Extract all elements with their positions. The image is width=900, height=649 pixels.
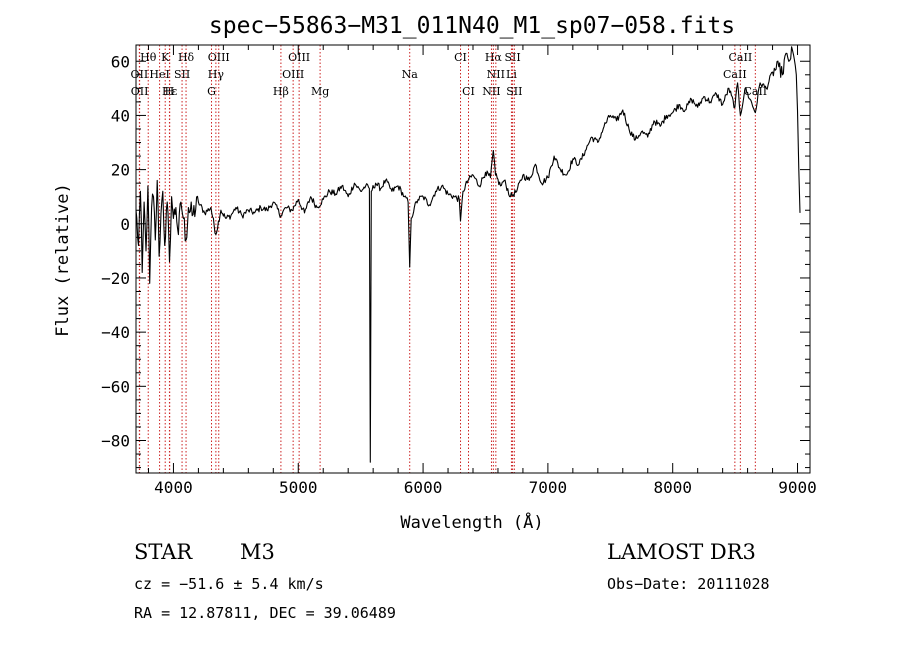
- marker-label-14: Na: [402, 68, 419, 81]
- marker-label-22: Hβ: [273, 85, 289, 98]
- marker-label-3: OIII: [208, 51, 230, 64]
- series-layer: [135, 46, 801, 463]
- marker-label-6: Hα: [485, 51, 503, 64]
- y-tick-label-40: 40: [111, 106, 130, 125]
- marker-label-25: NII: [482, 85, 500, 98]
- redshift-velocity: cz = −51.6 ± 5.4 km/s: [134, 575, 324, 593]
- y-tick-label-0: 0: [120, 215, 130, 234]
- y-tick-label-−40: −40: [101, 323, 130, 342]
- marker-label-1: K: [161, 51, 170, 64]
- marker-label-13: OIII: [282, 68, 304, 81]
- marker-label-27: CaII: [743, 85, 767, 98]
- plot-frame: [135, 44, 811, 474]
- marker-label-4: OIII: [288, 51, 310, 64]
- marker-label-16: Li: [506, 68, 517, 81]
- marker-label-7: SII: [504, 51, 520, 64]
- x-tick-label-7000: 7000: [529, 478, 568, 497]
- axes: 4000 5000 6000 7000 8000 9000 −80 −60 −40 −20 0 20 4…: [101, 44, 817, 497]
- marker-label-11: SII: [174, 68, 190, 81]
- marker-label-8: CaII: [729, 51, 753, 64]
- marker-label-0: Hθ: [140, 51, 157, 64]
- chart-title: spec−55863−M31_011N40_M1_sp07−058.fits: [209, 13, 735, 39]
- marker-label-20: H: [165, 85, 175, 98]
- marker-label-23: Mg: [311, 85, 329, 98]
- observation-date: Obs−Date: 20111028: [607, 575, 770, 593]
- x-tick-label-6000: 6000: [404, 478, 443, 497]
- x-axis-label: Wavelength (Å): [400, 511, 543, 533]
- survey-name: LAMOST DR3: [607, 540, 756, 564]
- marker-label-10: HeI: [149, 68, 169, 81]
- x-tick-label-8000: 8000: [653, 478, 692, 497]
- series-spectrum: [135, 46, 801, 463]
- y-tick-label-60: 60: [111, 52, 130, 71]
- x-tick-label-9000: 9000: [778, 478, 817, 497]
- marker-label-21: G: [207, 85, 216, 98]
- marker-label-17: CaII: [723, 68, 747, 81]
- x-tick-label-4000: 4000: [154, 478, 193, 497]
- x-tick-label-5000: 5000: [279, 478, 318, 497]
- y-tick-label-−80: −80: [101, 431, 130, 450]
- object-class: STAR: [134, 540, 193, 564]
- marker-label-15: NII: [487, 68, 505, 81]
- marker-label-24: CI: [462, 85, 475, 98]
- object-subclass: M3: [240, 540, 275, 564]
- y-axis-label: Flux (relative): [53, 183, 73, 337]
- marker-label-5: CI: [454, 51, 467, 64]
- y-tick-label-20: 20: [111, 161, 130, 180]
- marker-label-12: Hγ: [208, 68, 225, 81]
- y-tick-label-−20: −20: [101, 269, 130, 288]
- marker-label-18: OII: [131, 85, 149, 98]
- coordinates: RA = 12.87811, DEC = 39.06489: [134, 604, 396, 622]
- marker-label-2: Hδ: [178, 51, 195, 64]
- marker-label-26: SII: [506, 85, 522, 98]
- y-tick-label-−60: −60: [101, 377, 130, 396]
